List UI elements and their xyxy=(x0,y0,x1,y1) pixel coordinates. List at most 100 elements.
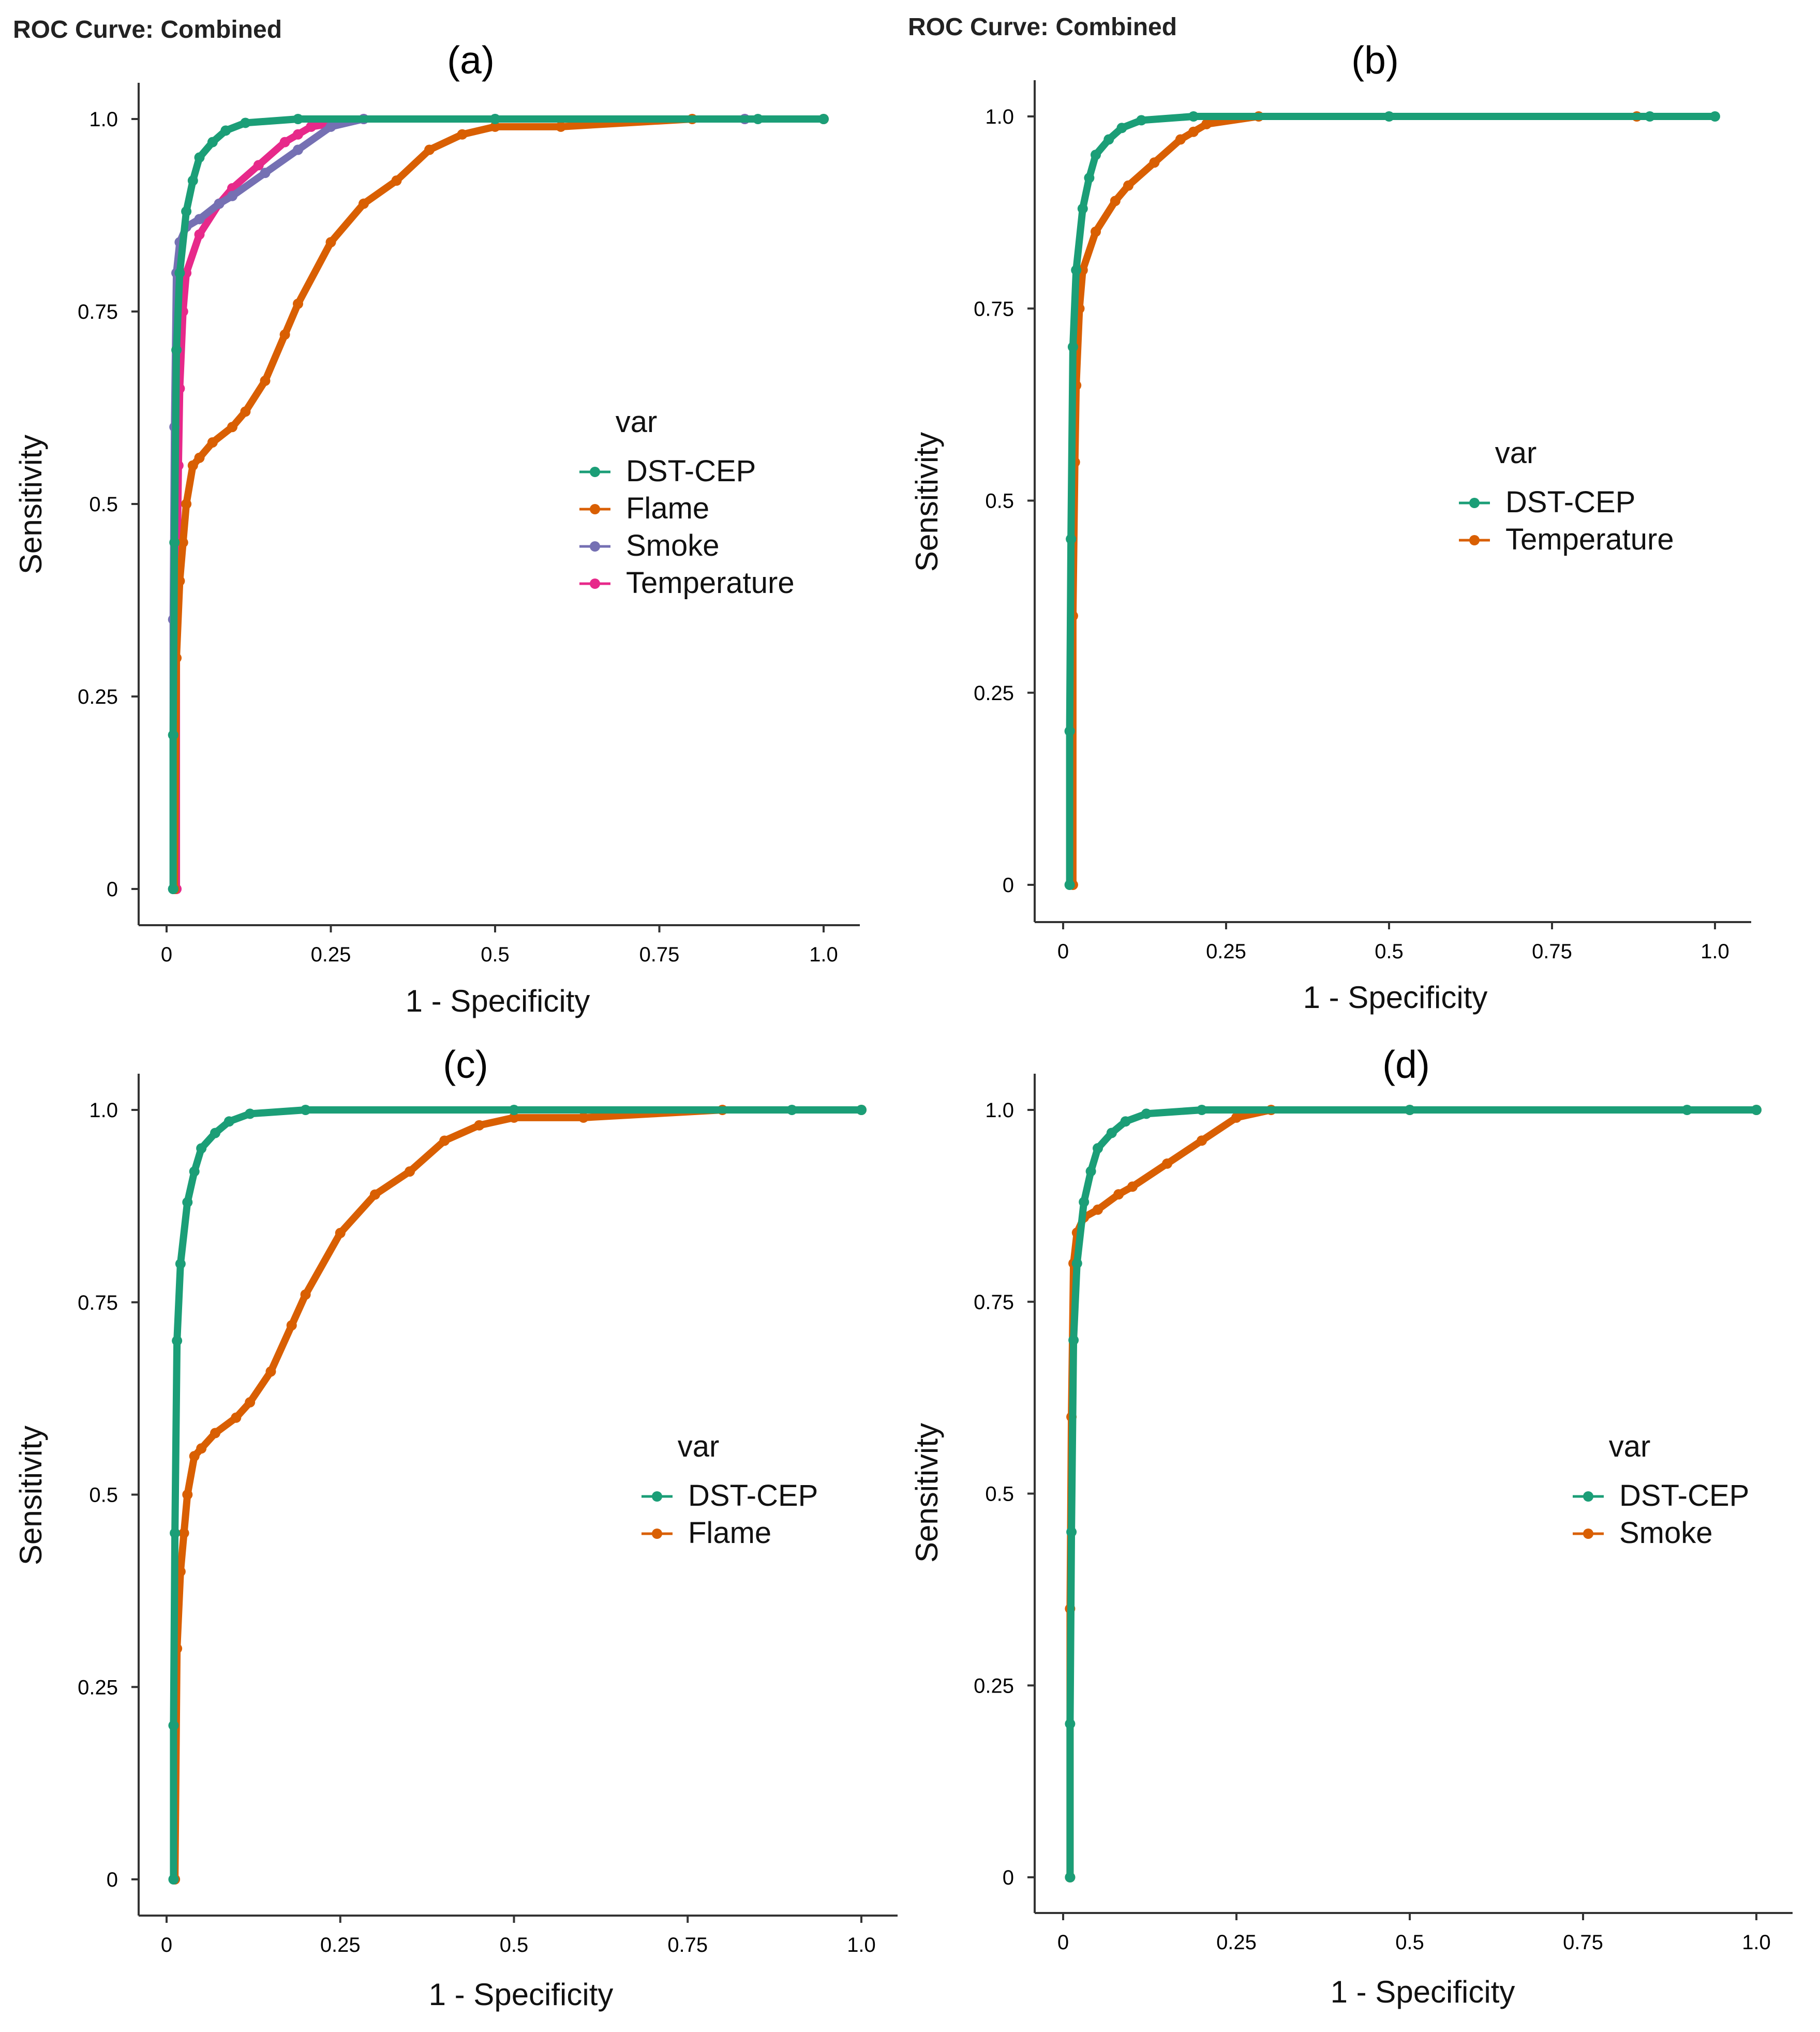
series-point xyxy=(1141,1108,1152,1119)
legend-title: var xyxy=(616,405,658,439)
series-point xyxy=(240,117,251,128)
series-point xyxy=(1175,134,1186,145)
series-point xyxy=(207,437,218,448)
series-point xyxy=(509,1105,519,1115)
x-axis-title: 1 - Specificity xyxy=(1303,980,1488,1015)
legend-label: Flame xyxy=(688,1516,771,1550)
series-point xyxy=(335,1227,346,1238)
series-line xyxy=(171,115,827,893)
series-point xyxy=(220,125,231,136)
x-tick-label: 1.0 xyxy=(1742,1931,1771,1954)
series-point xyxy=(170,1527,181,1538)
series-point xyxy=(405,1166,415,1177)
series-point xyxy=(818,114,829,124)
series-point xyxy=(223,1116,234,1127)
series-point xyxy=(196,1443,207,1454)
series-point xyxy=(194,229,205,240)
panel-d: (d) 0 0.25 0.5 0.75 1.0 0 0.25 0.5 0.75 1.0 1 - Spe… xyxy=(909,1043,1793,2009)
series-point xyxy=(194,214,205,225)
series-point xyxy=(325,121,336,132)
series-point xyxy=(1085,1166,1096,1177)
series-point xyxy=(168,1874,179,1885)
legend-key-point xyxy=(1469,535,1480,545)
panel-b: (b) 0 0.25 0.5 0.75 1.0 0 0.25 0.5 0.75 1.0 1 - Spe… xyxy=(909,38,1751,1015)
series-point xyxy=(293,129,303,140)
series-point xyxy=(1066,1526,1077,1537)
y-tick-label: 0 xyxy=(1003,874,1014,897)
y-tick-label: 0.75 xyxy=(78,1292,118,1314)
x-tick-label: 0.5 xyxy=(1375,940,1404,963)
legend-label: Smoke xyxy=(1619,1516,1713,1550)
series-line xyxy=(169,115,827,893)
series-point xyxy=(1120,1116,1131,1127)
series-point xyxy=(753,114,763,124)
legend-label: DST-CEP xyxy=(1505,485,1635,519)
series-point xyxy=(1106,1128,1117,1138)
series-point xyxy=(1079,1196,1090,1207)
series-point xyxy=(1201,118,1212,129)
series-point xyxy=(168,730,178,740)
series-point xyxy=(196,1143,207,1154)
x-tick-label: 0.25 xyxy=(1206,940,1246,963)
series-point xyxy=(424,144,435,155)
y-tick-label: 0 xyxy=(1003,1866,1014,1889)
x-tick-label: 0.75 xyxy=(639,943,680,966)
series-point xyxy=(1751,1105,1762,1115)
x-tick-label: 1.0 xyxy=(847,1934,876,1956)
x-tick-label: 0.5 xyxy=(500,1934,529,1956)
y-tick-label: 0.25 xyxy=(974,682,1014,705)
legend-key-point xyxy=(652,1491,662,1502)
series-point xyxy=(187,460,198,471)
series-point xyxy=(227,422,237,433)
y-axis-title: Sensitivity xyxy=(909,1423,944,1563)
legend-item: DST-CEP xyxy=(1573,1479,1749,1512)
series-point xyxy=(171,345,182,355)
series-point xyxy=(1093,1143,1103,1154)
legend-key-point xyxy=(590,467,600,477)
x-axis-title: 1 - Specificity xyxy=(429,1977,614,2012)
x-tick-label: 0.75 xyxy=(667,1934,708,1956)
series-point xyxy=(1231,1112,1242,1123)
series-point xyxy=(189,1451,200,1462)
series-point xyxy=(286,1320,297,1331)
series-point xyxy=(474,1120,485,1131)
legend-item: Temperature xyxy=(579,566,795,600)
legend-item: Flame xyxy=(642,1516,771,1550)
panel-label: (a) xyxy=(447,38,495,82)
legend-label: Smoke xyxy=(626,529,720,562)
panel-a: (a) 0 0.25 0.5 0.75 1.0 0 0.25 0.5 0.75 1.0 1 - Spe… xyxy=(13,38,860,1018)
series-dst-cep xyxy=(1065,1105,1762,1882)
series-point xyxy=(391,175,402,186)
series-point xyxy=(1127,1181,1138,1192)
x-tick-label: 0.25 xyxy=(320,1934,361,1956)
panel-label: (b) xyxy=(1351,38,1399,82)
x-axis-title: 1 - Specificity xyxy=(406,984,590,1018)
legend-item: DST-CEP xyxy=(642,1479,818,1512)
y-tick-label: 1.0 xyxy=(985,106,1014,128)
series-point xyxy=(1065,1872,1076,1882)
series-point xyxy=(279,329,290,340)
series-point xyxy=(1091,150,1101,160)
series-point xyxy=(169,537,180,548)
x-tick-label: 1.0 xyxy=(809,943,838,966)
series-point xyxy=(260,375,271,386)
y-tick-label: 0.75 xyxy=(974,1291,1014,1314)
series-point xyxy=(245,1397,256,1408)
series-point xyxy=(194,452,205,463)
series-point xyxy=(1123,180,1133,191)
series-point xyxy=(265,1366,276,1377)
y-tick-label: 0 xyxy=(107,878,118,901)
series-point xyxy=(325,237,336,248)
panel-c: (c) 0 0.25 0.5 0.75 1.0 0 0.25 0.5 0.75 1.0 1 - Spe… xyxy=(13,1043,898,2012)
y-tick-label: 0.5 xyxy=(89,1484,118,1507)
y-tick-label: 0.25 xyxy=(78,1676,118,1699)
series-point xyxy=(293,299,303,309)
series-point xyxy=(1065,1718,1076,1729)
series-point xyxy=(1084,172,1095,183)
series-point xyxy=(253,160,264,171)
y-tick-label: 1.0 xyxy=(89,108,118,131)
series-point xyxy=(1645,111,1655,122)
y-tick-label: 0.25 xyxy=(78,686,118,708)
legend-item: DST-CEP xyxy=(579,454,756,488)
legend-label: DST-CEP xyxy=(688,1479,818,1512)
